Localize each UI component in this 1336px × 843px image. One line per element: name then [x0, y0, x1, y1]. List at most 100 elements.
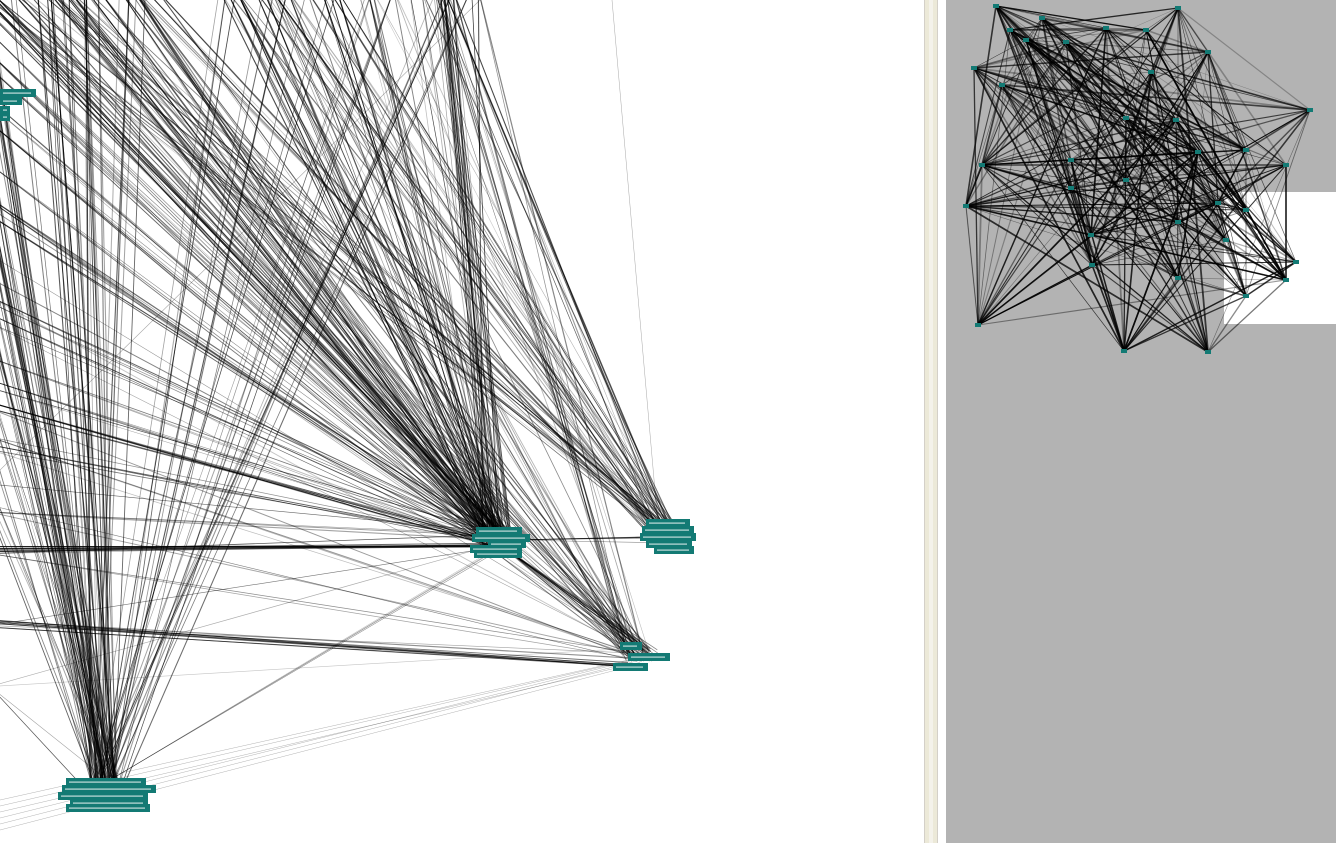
graph-edge — [342, 0, 678, 529]
overview-node — [1175, 220, 1181, 224]
overview-edge — [981, 109, 1311, 166]
graph-edge — [86, 0, 118, 786]
overview-node — [1123, 116, 1129, 120]
graph-edge — [26, 0, 654, 529]
graph-edge — [0, 256, 107, 797]
graph-edge — [279, 0, 636, 657]
graph-edge — [480, 0, 644, 655]
overview-edge — [1145, 29, 1297, 263]
graph-edge — [58, 0, 642, 652]
overview-edge — [1105, 27, 1287, 166]
graph-edge — [455, 0, 630, 660]
overview-edge — [965, 109, 1311, 207]
overview-panel[interactable] — [946, 0, 1336, 843]
overview-edge — [1091, 119, 1177, 266]
graph-node-label — [477, 553, 517, 555]
overview-edge — [1145, 29, 1247, 151]
graph-edge — [0, 544, 491, 552]
overview-edge — [1065, 41, 1247, 297]
overview-edge — [1125, 117, 1227, 241]
overview-edge — [1177, 277, 1287, 281]
graph-edge — [270, 0, 654, 531]
graph-edge — [100, 0, 137, 790]
graph-edge — [290, 0, 491, 546]
overview-edge — [1090, 221, 1179, 236]
overview-edge — [1025, 17, 1043, 41]
graph-edge — [0, 352, 110, 793]
graph-edge — [0, 130, 484, 540]
overview-edge — [965, 205, 979, 326]
overview-edge — [1091, 7, 1179, 266]
overview-graph-svg[interactable] — [946, 0, 1336, 843]
graph-canvas-svg[interactable] — [0, 0, 924, 843]
graph-edge — [278, 0, 677, 538]
graph-edge — [258, 0, 489, 543]
graph-edge — [109, 547, 501, 781]
overview-edge — [1217, 109, 1311, 204]
graph-edge — [117, 0, 391, 797]
cluster-bottom-left[interactable] — [58, 778, 156, 812]
graph-edge — [0, 421, 104, 786]
overview-edge — [1125, 117, 1219, 204]
overview-edge — [1245, 109, 1311, 297]
overview-edge — [1041, 17, 1179, 223]
graph-edge — [109, 547, 501, 781]
overview-node — [999, 83, 1005, 87]
overview-edge — [1207, 51, 1287, 281]
graph-edge — [0, 72, 112, 787]
graph-edge — [291, 0, 627, 661]
graph-edge — [499, 544, 658, 654]
graph-edge — [509, 537, 651, 541]
overview-edge — [965, 205, 1247, 211]
overview-edge — [1150, 71, 1287, 166]
splitter-grip[interactable] — [929, 0, 933, 843]
overview-edge — [1145, 29, 1287, 281]
graph-edge — [410, 0, 508, 534]
overview-edge — [1070, 159, 1093, 266]
graph-edge — [15, 0, 104, 785]
graph-edge — [70, 0, 507, 540]
graph-edge — [369, 0, 512, 536]
graph-edge — [0, 15, 671, 533]
graph-canvas[interactable] — [0, 0, 924, 843]
cluster-top-left[interactable] — [0, 89, 36, 121]
graph-edge — [397, 0, 653, 540]
graph-edge — [0, 62, 633, 656]
graph-edge — [0, 281, 104, 786]
overview-edge — [995, 5, 1152, 73]
graph-edge — [76, 0, 635, 654]
graph-edge — [0, 512, 495, 535]
overview-node — [975, 323, 981, 327]
overview-edge — [965, 202, 1219, 207]
graph-edge — [89, 0, 449, 791]
graph-edge — [99, 0, 235, 791]
graph-edge — [0, 204, 497, 542]
overview-node — [1243, 148, 1249, 152]
cluster-lower-right[interactable] — [613, 642, 670, 671]
overview-edge — [1001, 84, 1287, 166]
graph-edge — [154, 0, 667, 532]
overview-edge — [1070, 187, 1125, 352]
cluster-right[interactable] — [640, 519, 696, 554]
panel-splitter[interactable] — [924, 0, 938, 843]
overview-edge — [1009, 7, 1179, 31]
graph-edge — [18, 0, 496, 548]
overview-edge — [965, 205, 979, 326]
graph-edge — [0, 130, 484, 537]
overview-node — [1143, 28, 1149, 32]
graph-edge — [0, 0, 650, 652]
cluster-center[interactable] — [470, 527, 530, 558]
overview-node — [1123, 178, 1129, 182]
graph-node-label — [623, 645, 637, 647]
overview-edge — [1009, 29, 1209, 353]
graph-edge — [233, 0, 660, 538]
overview-edge — [977, 164, 983, 326]
overview-edge — [1001, 84, 1297, 263]
graph-edge — [342, 0, 673, 536]
overview-node — [1243, 294, 1249, 298]
overview-edge — [1009, 29, 1127, 181]
graph-edge — [0, 113, 106, 792]
graph-edge — [453, 0, 484, 538]
graph-edge — [163, 0, 641, 649]
overview-edge — [1207, 109, 1311, 353]
